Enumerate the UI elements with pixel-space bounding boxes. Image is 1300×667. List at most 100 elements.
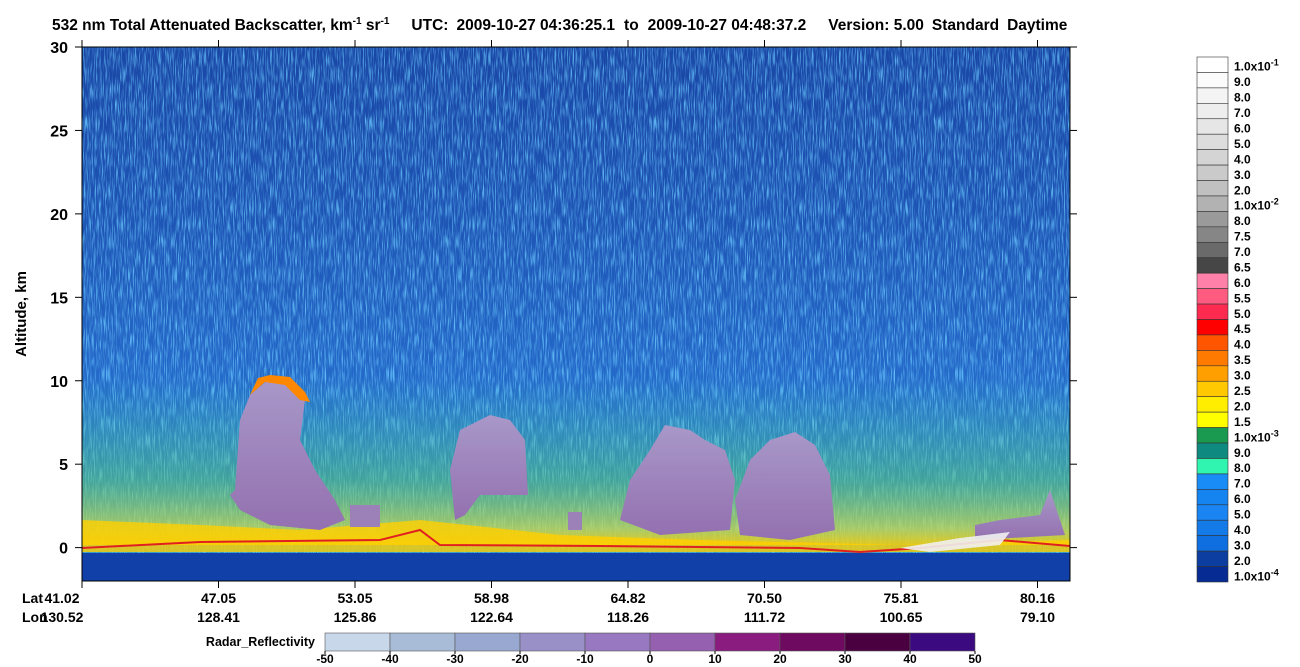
- title-text: sr: [362, 17, 381, 34]
- colorbar-cell: [1196, 133, 1229, 150]
- radar-tick-label: -20: [511, 652, 529, 666]
- lon-tick-label: 125.86: [334, 609, 377, 625]
- colorbar-label-sup: -1: [1271, 58, 1279, 68]
- lon-tick-label: 122.64: [470, 609, 513, 625]
- radar-colorbar-cell: [584, 632, 651, 652]
- radar-colorbar-cell: [324, 632, 391, 652]
- colorbar-label: 9.0: [1234, 446, 1251, 460]
- colorbar-cell: [1196, 288, 1229, 305]
- colorbar-cell: [1196, 442, 1229, 459]
- radar-tick-label: 20: [773, 652, 787, 666]
- colorbar-cell: [1196, 226, 1229, 243]
- colorbar-label-sup: -2: [1271, 197, 1279, 207]
- cloud: [350, 505, 380, 527]
- colorbar-label: 6.0: [1234, 492, 1251, 506]
- time-label: UTC:: [411, 17, 448, 34]
- lon-tick-label: 118.26: [607, 609, 649, 625]
- colorbar-label: 5.0: [1234, 137, 1251, 151]
- y-tick-label: 30: [50, 40, 68, 57]
- cloud: [735, 432, 835, 540]
- radar-colorbar-cell: [519, 632, 586, 652]
- lon-tick-label: 79.10: [1020, 609, 1055, 625]
- colorbar-label: 1.0x10-3: [1234, 428, 1279, 444]
- colorbar-label-text: 1.0x10: [1234, 60, 1271, 74]
- lon-tick-label: 100.65: [880, 609, 923, 625]
- colorbar-cell: [1196, 365, 1229, 382]
- lat-tick-label: 53.05: [337, 590, 372, 606]
- colorbar-cell: [1196, 272, 1229, 289]
- radar-tick-label: 40: [903, 652, 917, 666]
- colorbar-label: 6.0: [1234, 276, 1251, 290]
- cloud: [568, 512, 582, 530]
- lon-tick-label: 128.41: [197, 609, 240, 625]
- colorbar-label-sup: -4: [1271, 567, 1279, 577]
- radar-tick-label: -10: [576, 652, 594, 666]
- colorbar-cell: [1196, 489, 1229, 506]
- colorbar-cell: [1196, 164, 1229, 181]
- colorbar-cell: [1196, 72, 1229, 89]
- colorbar-label: 1.5: [1234, 415, 1251, 429]
- colorbar-label-text: 1.0x10: [1234, 569, 1271, 583]
- colorbar-label: 5.5: [1234, 291, 1251, 305]
- radar-label: Radar_Reflectivity: [206, 635, 315, 649]
- lat-tick-label: 58.98: [474, 590, 509, 606]
- subsurface: [82, 553, 1070, 581]
- lat-tick-label: 47.05: [201, 590, 236, 606]
- y-axis-label: Altitude, km: [13, 271, 30, 357]
- colorbar-label: 7.0: [1234, 477, 1251, 491]
- colorbar-label: 6.0: [1234, 121, 1251, 135]
- lat-tick-label: 75.81: [883, 590, 918, 606]
- time-end: 2009-10-27 04:48:37.2: [648, 17, 807, 34]
- colorbar-cell: [1196, 87, 1229, 104]
- colorbar-label: 8.0: [1234, 461, 1251, 475]
- y-tick-label: 5: [59, 457, 68, 474]
- colorbar-cell: [1196, 458, 1229, 475]
- colorbar-cell: [1196, 195, 1229, 212]
- cloud: [620, 425, 735, 535]
- radar-tick-label: 0: [647, 652, 654, 666]
- radar-colorbar-cell: [909, 632, 976, 652]
- colorbar-cell: [1196, 380, 1229, 398]
- colorbar-label: 6.5: [1234, 260, 1251, 274]
- title-text: 532 nm Total Attenuated Backscatter, km: [52, 17, 353, 34]
- colorbar-cell: [1196, 427, 1229, 444]
- colorbar-label-text: 1.0x10: [1234, 430, 1271, 444]
- colorbar-cell: [1196, 566, 1229, 583]
- colorbar-label: 4.0: [1234, 338, 1251, 352]
- lon-tick-label: 130.52: [41, 609, 84, 625]
- radar-tick-label: -40: [381, 652, 399, 666]
- colorbar-label: 1.0x10-4: [1234, 567, 1279, 583]
- colorbar-label: 8.0: [1234, 214, 1251, 228]
- lat-label: Lat: [22, 590, 43, 606]
- colorbar-label: 4.0: [1234, 523, 1251, 537]
- colorbar-label: 9.0: [1234, 75, 1251, 89]
- colorbar-label: 3.0: [1234, 168, 1251, 182]
- product: Standard: [932, 17, 999, 34]
- radar-tick-label: -50: [316, 652, 334, 666]
- colorbar-label: 7.0: [1234, 245, 1251, 259]
- colorbar-label-text: 1.0x10: [1234, 199, 1271, 213]
- colorbar-cell: [1196, 303, 1229, 320]
- colorbar-cell: [1196, 411, 1229, 428]
- surface-return: [900, 532, 1010, 552]
- colorbar-label: 2.0: [1234, 399, 1251, 413]
- colorbar-label-sup: -3: [1271, 428, 1279, 438]
- colorbar-label: 3.0: [1234, 369, 1251, 383]
- colorbar-cell: [1196, 350, 1229, 367]
- lon-tick-label: 111.72: [744, 609, 785, 625]
- cloud: [975, 490, 1065, 540]
- title-sup: -1: [381, 16, 390, 27]
- surface-band: [82, 520, 1070, 552]
- colorbar-label: 3.0: [1234, 538, 1251, 552]
- version: Version: 5.00: [828, 17, 924, 34]
- colorbar-cell: [1196, 396, 1229, 413]
- y-tick-label: 20: [50, 207, 68, 224]
- colorbar-cell: [1196, 519, 1229, 536]
- radar-tick-label: 10: [708, 652, 722, 666]
- radar-colorbar-cell: [779, 632, 846, 652]
- colorbar-cell: [1196, 180, 1229, 197]
- radar-colorbar-cell: [714, 632, 781, 652]
- colorbar-label: 2.5: [1234, 384, 1251, 398]
- colorbar-cell: [1196, 56, 1229, 73]
- y-tick-label: 10: [50, 374, 68, 391]
